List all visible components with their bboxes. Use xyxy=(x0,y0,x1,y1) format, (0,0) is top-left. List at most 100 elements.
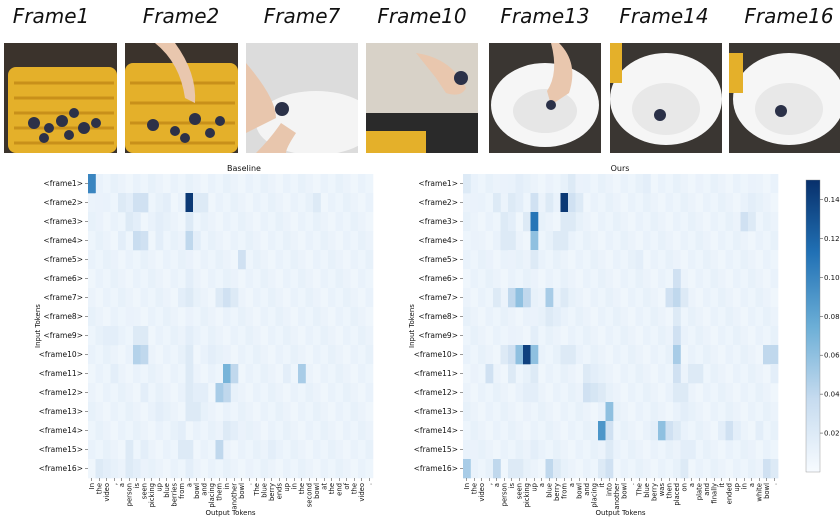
heatmap-cell xyxy=(673,288,681,308)
heatmap-cell xyxy=(275,231,284,251)
heatmap-cell xyxy=(230,212,239,232)
heatmap-cell xyxy=(620,288,629,308)
heatmap-cell xyxy=(110,307,119,327)
heatmap-cell xyxy=(605,440,614,460)
heatmap-cell xyxy=(328,269,336,289)
heatmap-cell xyxy=(343,174,351,194)
x-tick-label: is xyxy=(508,483,516,489)
heatmap-cell xyxy=(133,345,141,365)
heatmap-cell xyxy=(103,364,111,384)
heatmap-cell xyxy=(755,250,764,270)
heatmap-cell xyxy=(95,174,104,194)
heatmap-cell xyxy=(208,269,216,289)
heatmap-cell xyxy=(350,307,359,327)
colorbar-tick-label: 0.02 xyxy=(824,430,840,438)
heatmap-cell xyxy=(290,440,299,460)
heatmap-cell xyxy=(133,269,141,289)
heatmap-cell xyxy=(740,231,749,251)
heatmap-cell xyxy=(673,269,681,289)
heatmap-cell xyxy=(290,288,299,308)
heatmap-cell xyxy=(613,383,621,403)
heatmap-cell xyxy=(508,212,516,232)
heatmap-cell xyxy=(500,345,509,365)
heatmap-cell xyxy=(133,288,141,308)
heatmap-cell xyxy=(200,269,209,289)
y-tick-label: <frame4> xyxy=(43,236,83,245)
heatmap-cell xyxy=(245,364,254,384)
heatmap-cell xyxy=(665,440,674,460)
x-tick-label: berry xyxy=(553,483,561,501)
heatmap-cell xyxy=(748,231,756,251)
heatmap-cell xyxy=(650,250,659,270)
heatmap-cell xyxy=(538,326,546,346)
heatmap-cell xyxy=(260,174,269,194)
heatmap-cell xyxy=(553,421,561,441)
heatmap-cell xyxy=(598,364,606,384)
heatmap-cell xyxy=(478,231,486,251)
heatmap-cell xyxy=(313,212,321,232)
heatmap-cell xyxy=(763,421,771,441)
heatmap-cell xyxy=(688,440,696,460)
heatmap-cell xyxy=(88,212,96,232)
heatmap-cell xyxy=(508,193,516,213)
heatmap-cell xyxy=(508,174,516,194)
heatmap-cell xyxy=(590,421,599,441)
x-tick-label: berries xyxy=(171,483,179,507)
heatmap-cell xyxy=(763,174,771,194)
heatmap-cell xyxy=(770,307,779,327)
heatmap-cell xyxy=(350,326,359,346)
y-tick-label: <frame3> xyxy=(418,217,458,226)
heatmap-cell xyxy=(493,212,501,232)
heatmap-cell xyxy=(553,345,561,365)
heatmap-cell xyxy=(530,269,539,289)
heatmap-cell xyxy=(208,326,216,346)
heatmap-cell xyxy=(763,250,771,270)
heatmap-cell xyxy=(703,212,711,232)
heatmap-cell xyxy=(763,231,771,251)
heatmap-cell xyxy=(575,307,584,327)
heatmap-cell xyxy=(208,345,216,365)
heatmap-cell xyxy=(530,174,539,194)
heatmap-cell xyxy=(133,193,141,213)
heatmap-cell xyxy=(613,250,621,270)
heatmap-cell xyxy=(598,288,606,308)
frame7-photo xyxy=(246,43,358,153)
heatmap-cell xyxy=(110,383,119,403)
heatmap-cell xyxy=(290,326,299,346)
heatmap-cell xyxy=(283,421,291,441)
y-tick-label: <frame15> xyxy=(414,445,458,454)
heatmap-cell xyxy=(463,212,471,232)
heatmap-cell xyxy=(283,345,291,365)
heatmap-cell xyxy=(628,307,636,327)
heatmap-cell xyxy=(508,345,516,365)
heatmap-cell xyxy=(770,231,779,251)
heatmap-cell xyxy=(523,459,531,479)
heatmap-cell xyxy=(755,402,764,422)
heatmap-cell xyxy=(673,459,681,479)
heatmap-cell xyxy=(658,459,666,479)
heatmap-cell xyxy=(223,326,231,346)
heatmap-cell xyxy=(118,402,126,422)
heatmap-cell xyxy=(553,364,561,384)
heatmap-cell xyxy=(290,345,299,365)
heatmap-cell xyxy=(688,288,696,308)
heatmap-cell xyxy=(493,440,501,460)
heatmap-cell xyxy=(703,421,711,441)
heatmap-cell xyxy=(320,231,329,251)
heatmap-cell xyxy=(140,383,149,403)
heatmap-cell xyxy=(125,174,134,194)
heatmap-cell xyxy=(733,459,741,479)
heatmap-cell xyxy=(583,193,591,213)
heatmap-cell xyxy=(313,174,321,194)
heatmap-cell xyxy=(298,307,306,327)
heatmap-cell xyxy=(515,193,524,213)
heatmap-cell xyxy=(628,174,636,194)
heatmap-cell xyxy=(545,364,554,384)
heatmap-cell xyxy=(350,421,359,441)
heatmap-cell xyxy=(260,421,269,441)
heatmap-cell xyxy=(763,402,771,422)
heatmap-cell xyxy=(590,345,599,365)
heatmap-cell xyxy=(523,440,531,460)
heatmap-cell xyxy=(148,459,156,479)
